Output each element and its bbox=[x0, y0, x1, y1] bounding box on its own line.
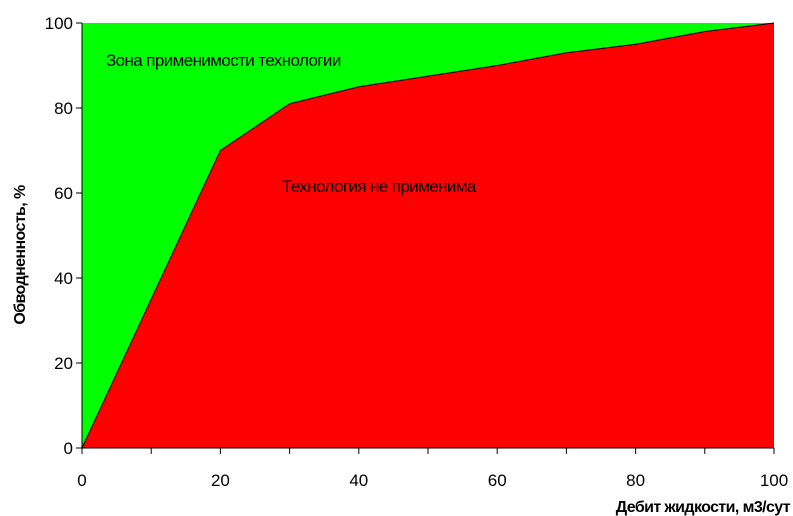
y-tick-label: 20 bbox=[54, 354, 73, 373]
x-tick-label: 20 bbox=[211, 471, 230, 490]
y-tick-label: 60 bbox=[54, 184, 73, 203]
not-applicable-label: Технология не применима bbox=[282, 177, 477, 196]
y-tick-label: 0 bbox=[64, 439, 73, 458]
y-tick-label: 40 bbox=[54, 269, 73, 288]
x-tick-label: 40 bbox=[349, 471, 368, 490]
y-ticks: 0 20 40 60 80 100 bbox=[45, 14, 82, 458]
x-tick-label: 0 bbox=[77, 471, 86, 490]
plot-area bbox=[81, 22, 775, 449]
x-tick-label: 60 bbox=[488, 471, 507, 490]
y-tick-label: 100 bbox=[45, 14, 73, 33]
axes: 0 20 40 60 80 100 0 20 40 60 80 100 bbox=[45, 14, 789, 490]
y-tick-label: 80 bbox=[54, 99, 73, 118]
x-axis-title: Дебит жидкости, м3/сут bbox=[616, 499, 791, 516]
boundary-line bbox=[81, 22, 775, 449]
x-ticks: 0 20 40 60 80 100 bbox=[77, 448, 788, 490]
not-applicable-area bbox=[82, 23, 774, 448]
y-axis-title: Обводненность, % bbox=[12, 185, 29, 325]
x-tick-label: 80 bbox=[626, 471, 645, 490]
x-tick-label: 100 bbox=[760, 471, 788, 490]
applicability-zone-label: Зона применимости технологии bbox=[106, 51, 341, 70]
